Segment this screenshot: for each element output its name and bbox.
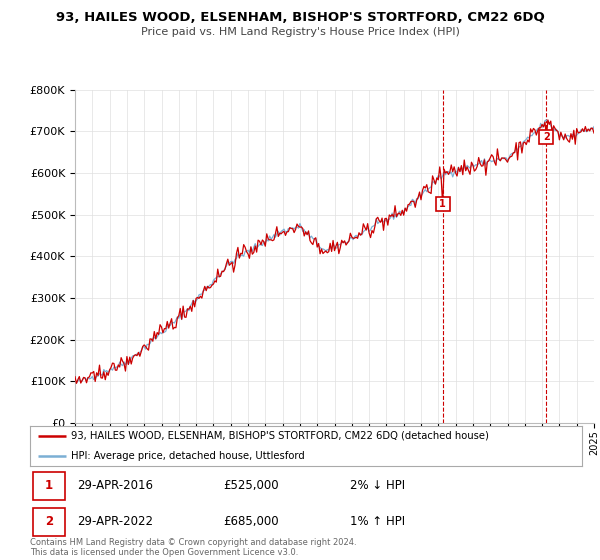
FancyBboxPatch shape bbox=[33, 508, 65, 536]
Text: 93, HAILES WOOD, ELSENHAM, BISHOP'S STORTFORD, CM22 6DQ: 93, HAILES WOOD, ELSENHAM, BISHOP'S STOR… bbox=[56, 11, 544, 24]
FancyBboxPatch shape bbox=[33, 472, 65, 500]
Text: 1% ↑ HPI: 1% ↑ HPI bbox=[350, 515, 405, 528]
Text: 2% ↓ HPI: 2% ↓ HPI bbox=[350, 479, 405, 492]
Text: 2: 2 bbox=[543, 133, 550, 142]
Text: 29-APR-2016: 29-APR-2016 bbox=[77, 479, 153, 492]
Text: 93, HAILES WOOD, ELSENHAM, BISHOP'S STORTFORD, CM22 6DQ (detached house): 93, HAILES WOOD, ELSENHAM, BISHOP'S STOR… bbox=[71, 431, 489, 441]
Text: £685,000: £685,000 bbox=[223, 515, 279, 528]
Text: Price paid vs. HM Land Registry's House Price Index (HPI): Price paid vs. HM Land Registry's House … bbox=[140, 27, 460, 37]
Text: 1: 1 bbox=[439, 199, 446, 209]
Text: £525,000: £525,000 bbox=[223, 479, 279, 492]
Text: HPI: Average price, detached house, Uttlesford: HPI: Average price, detached house, Uttl… bbox=[71, 451, 305, 461]
Text: Contains HM Land Registry data © Crown copyright and database right 2024.
This d: Contains HM Land Registry data © Crown c… bbox=[30, 538, 356, 557]
Text: 1: 1 bbox=[45, 479, 53, 492]
Text: 2: 2 bbox=[45, 515, 53, 528]
Text: 29-APR-2022: 29-APR-2022 bbox=[77, 515, 153, 528]
